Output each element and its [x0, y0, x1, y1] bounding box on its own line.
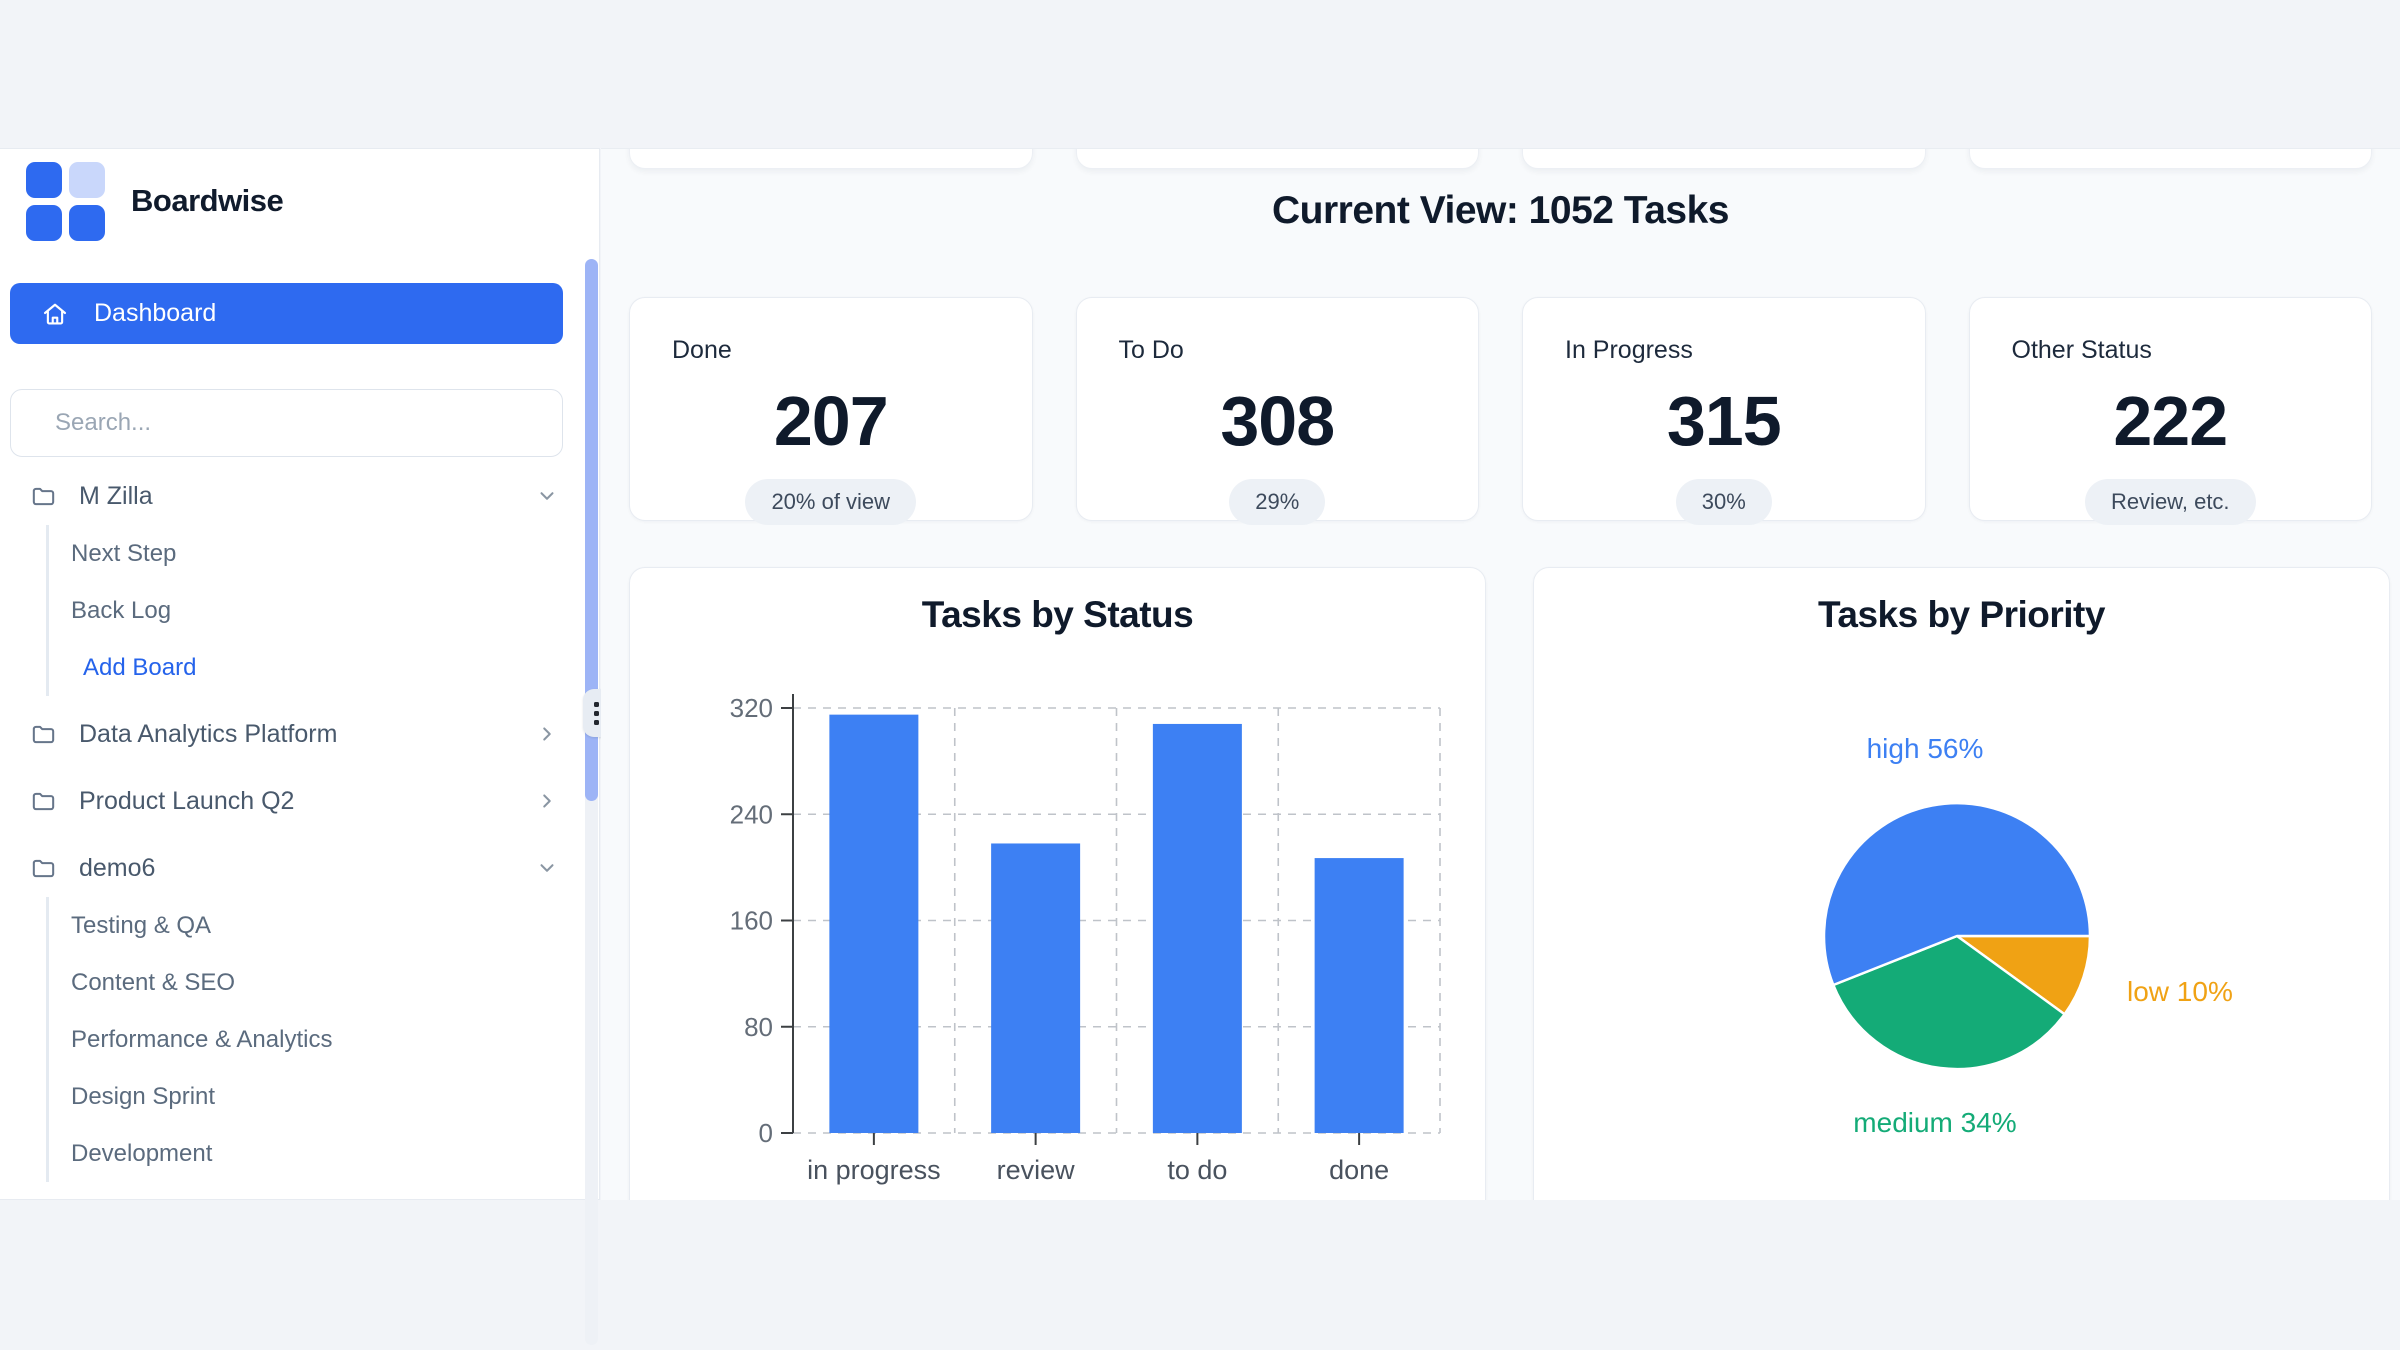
- svg-text:320: 320: [730, 693, 773, 723]
- stat-label: In Progress: [1565, 336, 1693, 364]
- svg-text:0: 0: [759, 1118, 773, 1148]
- add-board-button[interactable]: Add Board: [71, 639, 598, 696]
- board-label: Content & SEO: [71, 968, 236, 996]
- page-title: Current View: 1052 Tasks: [1272, 189, 1729, 232]
- svg-text:160: 160: [730, 906, 773, 936]
- stat-badge: 29%: [1229, 479, 1326, 525]
- board-label: Back Log: [71, 596, 172, 624]
- svg-text:to do: to do: [1167, 1155, 1227, 1185]
- m-zilla-boards: Next Step Back Log Add Board: [46, 525, 598, 696]
- stat-value: 222: [2113, 382, 2228, 460]
- svg-text:240: 240: [730, 799, 773, 829]
- tasks-by-status-card: 0 80 160 240 320 in progress review to do done T…: [629, 567, 1486, 1200]
- tasks-by-priority-card: low 10% medium 34% high 56% Tasks by Prior…: [1533, 567, 2390, 1200]
- clipped-card: [1075, 149, 1479, 169]
- sidebar-board-development[interactable]: Development: [71, 1125, 598, 1182]
- dashboard-button[interactable]: Dashboard: [10, 283, 563, 344]
- clipped-card-row: [601, 149, 2400, 169]
- folder-icon: [30, 855, 57, 882]
- stat-badge: Review, etc.: [2084, 479, 2256, 525]
- sidebar-board-next-step[interactable]: Next Step: [71, 525, 598, 582]
- chevron-down-icon: [536, 485, 558, 507]
- stat-badge: 30%: [1675, 479, 1772, 525]
- sidebar-item-label: demo6: [79, 853, 156, 882]
- charts-row: 0 80 160 240 320 in progress review to do done T…: [601, 567, 2400, 1200]
- stat-label: Done: [672, 336, 732, 364]
- board-label: Testing & QA: [71, 911, 212, 939]
- folder-icon: [30, 788, 57, 815]
- stat-value: 207: [773, 382, 889, 460]
- chevron-down-icon: [536, 857, 558, 879]
- main-content: Current View: 1052 Tasks Done 207 20% of…: [601, 148, 2400, 1200]
- brand: Boardwise: [0, 149, 599, 241]
- bar-chart: 0 80 160 240 320 in progress review to do done: [730, 693, 1441, 1185]
- stats-row: Done 207 20% of view To Do 308 29% In Pr…: [601, 297, 2400, 525]
- folder-icon: [30, 483, 57, 510]
- svg-text:review: review: [997, 1155, 1076, 1185]
- bar-chart-title: Tasks by Status: [921, 594, 1194, 635]
- clipped-card: [1522, 149, 1926, 169]
- sidebar-board-testing-qa[interactable]: Testing & QA: [71, 897, 598, 954]
- boardwise-logo-icon: [26, 161, 105, 241]
- pie-chart-title: Tasks by Priority: [1818, 594, 2105, 635]
- stat-card-in-progress: In Progress 315 30%: [1522, 297, 1926, 525]
- sidebar-item-product-launch-q2[interactable]: Product Launch Q2: [0, 772, 598, 830]
- sidebar-item-label: M Zilla: [79, 481, 153, 510]
- brand-name: Boardwise: [131, 183, 284, 218]
- board-label: Next Step: [71, 539, 177, 567]
- chevron-right-icon: [536, 790, 558, 812]
- folder-icon: [30, 721, 57, 748]
- sidebar-board-content-seo[interactable]: Content & SEO: [71, 954, 598, 1011]
- clipped-card: [1968, 149, 2372, 169]
- demo6-boards: Testing & QA Content & SEO Performance &…: [46, 897, 598, 1182]
- clipped-card: [629, 149, 1033, 169]
- sidebar-item-m-zilla[interactable]: M Zilla: [0, 467, 598, 525]
- pie-chart: low 10% medium 34% high 56%: [1822, 733, 2233, 1138]
- sidebar-board-back-log[interactable]: Back Log: [71, 582, 598, 639]
- search-input[interactable]: [10, 389, 563, 457]
- add-board-label: Add Board: [83, 653, 197, 681]
- svg-text:medium 34%: medium 34%: [1853, 1107, 2016, 1138]
- svg-text:done: done: [1329, 1155, 1389, 1185]
- sidebar: Boardwise Dashboard M Zilla: [0, 148, 618, 1345]
- sidebar-item-label: Data Analytics Platform: [79, 719, 338, 748]
- project-nav: M Zilla Next Step Back Log Add Board: [0, 467, 598, 1182]
- stat-badge: 20% of view: [745, 479, 917, 525]
- board-label: Performance & Analytics: [71, 1025, 333, 1053]
- svg-text:in progress: in progress: [807, 1155, 941, 1185]
- stat-card-other-status: Other Status 222 Review, etc.: [1968, 297, 2372, 525]
- svg-text:low 10%: low 10%: [2127, 976, 2233, 1007]
- board-label: Design Sprint: [71, 1082, 216, 1110]
- home-icon: [43, 303, 67, 324]
- sidebar-item-data-analytics-platform[interactable]: Data Analytics Platform: [0, 705, 598, 763]
- svg-text:80: 80: [744, 1012, 773, 1042]
- stat-value: 315: [1666, 382, 1782, 460]
- sidebar-item-demo6[interactable]: demo6: [0, 839, 598, 897]
- stat-label: Other Status: [2011, 336, 2152, 364]
- stat-card-todo: To Do 308 29%: [1075, 297, 1479, 525]
- sidebar-board-performance-analytics[interactable]: Performance & Analytics: [71, 1011, 598, 1068]
- dashboard-label: Dashboard: [94, 299, 217, 327]
- svg-text:high 56%: high 56%: [1867, 733, 1984, 764]
- sidebar-board-design-sprint[interactable]: Design Sprint: [71, 1068, 598, 1125]
- board-label: Development: [71, 1139, 213, 1167]
- chevron-right-icon: [536, 723, 558, 745]
- sidebar-scrollbar-thumb[interactable]: [585, 259, 598, 801]
- stat-label: To Do: [1118, 336, 1184, 364]
- stat-card-done: Done 207 20% of view: [629, 297, 1033, 525]
- sidebar-item-label: Product Launch Q2: [79, 786, 295, 815]
- stat-value: 308: [1220, 382, 1335, 460]
